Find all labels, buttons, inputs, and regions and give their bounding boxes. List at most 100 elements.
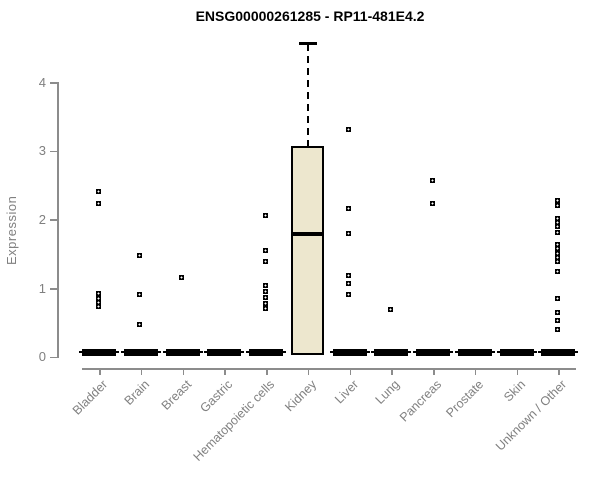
outlier-point (554, 295, 560, 301)
outlier-point (554, 259, 560, 265)
x-axis-tick (266, 368, 268, 375)
outlier-point (346, 126, 351, 132)
whisker-nub (575, 351, 579, 354)
collapsed-boxplot-bar (207, 349, 242, 357)
x-axis-tick (182, 368, 184, 375)
collapsed-boxplot-bar (499, 349, 534, 357)
outlier-point (346, 280, 351, 286)
outlier-point (95, 299, 101, 305)
chart-title: ENSG00000261285 - RP11-481E4.2 (195, 8, 425, 24)
collapsed-boxplot-bar (249, 349, 283, 357)
outlier-point (554, 254, 560, 260)
whisker-nub (413, 351, 416, 354)
y-tick-label: 1 (38, 280, 46, 296)
whisker-nub (204, 351, 208, 354)
outlier-point (179, 274, 184, 280)
outlier-point (262, 306, 268, 312)
outlier-point (346, 273, 351, 279)
collapsed-boxplot-bar (374, 349, 409, 357)
outlier-point (554, 318, 560, 324)
whisker-nub (120, 351, 124, 354)
outlier-point (429, 201, 435, 207)
x-axis-tick (516, 368, 518, 375)
y-tick-label: 4 (38, 74, 46, 90)
outlier-point (554, 250, 560, 256)
y-tick-label: 3 (38, 143, 46, 159)
whisker-nub (533, 351, 537, 354)
y-axis-tick (50, 219, 57, 221)
whisker-nub (538, 351, 542, 354)
whisker-nub (329, 351, 333, 354)
collapsed-boxplot-bar (541, 349, 576, 357)
outlier-point (554, 326, 560, 332)
outlier-point (429, 177, 435, 183)
outlier-point (262, 259, 268, 265)
outlier-point (554, 309, 560, 315)
x-axis-tick (433, 368, 435, 375)
outlier-point (554, 241, 560, 247)
outlier-point (554, 269, 560, 275)
y-tick-label: 0 (38, 349, 46, 365)
boxplot-box (291, 145, 325, 356)
y-tick-label: 2 (38, 211, 46, 227)
x-axis-tick (224, 368, 226, 375)
collapsed-boxplot-bar (165, 349, 200, 357)
outlier-point (554, 215, 560, 221)
outlier-point (387, 306, 393, 312)
whisker-nub (491, 351, 495, 354)
outlier-point (346, 231, 351, 237)
outlier-point (346, 205, 351, 211)
collapsed-boxplot-bar (123, 349, 158, 357)
y-axis-tick (50, 288, 57, 290)
upper-whisker-cap (298, 42, 317, 46)
outlier-point (554, 197, 560, 203)
whisker-nub (246, 351, 249, 354)
outlier-point (554, 229, 560, 235)
y-axis-line (57, 82, 59, 358)
outlier-point (554, 245, 560, 251)
x-axis-line (82, 368, 576, 370)
whisker-nub (496, 351, 500, 354)
outlier-point (262, 300, 268, 306)
outlier-point (95, 291, 101, 297)
outlier-point (95, 189, 101, 195)
outlier-point (554, 224, 560, 230)
collapsed-boxplot-bar (457, 349, 492, 357)
x-axis-tick (349, 368, 351, 375)
outlier-point (262, 247, 268, 253)
x-axis-tick (140, 368, 143, 375)
whisker-nub (162, 351, 166, 354)
outlier-point (95, 201, 101, 207)
upper-whisker (306, 44, 309, 146)
outlier-point (262, 283, 268, 289)
outlier-point (554, 220, 560, 226)
outlier-point (137, 253, 143, 259)
collapsed-boxplot-bar (416, 349, 450, 357)
collapsed-boxplot-bar (82, 349, 116, 357)
y-axis-tick (50, 82, 57, 84)
whisker-nub (450, 351, 453, 354)
outlier-point (262, 295, 268, 301)
whisker-nub (454, 351, 458, 354)
whisker-nub (366, 351, 370, 354)
median-line (291, 232, 325, 237)
whisker-nub (371, 351, 375, 354)
x-axis-tick (307, 368, 310, 375)
x-axis-tick (558, 368, 560, 375)
y-axis-tick (50, 356, 57, 359)
outlier-point (346, 292, 351, 298)
outlier-point (554, 203, 560, 209)
outlier-point (137, 321, 143, 327)
outlier-point (95, 295, 101, 301)
x-axis-tick (474, 368, 477, 375)
outlier-point (95, 304, 101, 310)
whisker-nub (199, 351, 203, 354)
outlier-point (262, 212, 268, 218)
whisker-nub (241, 351, 245, 354)
y-axis-tick (50, 150, 57, 153)
whisker-nub (157, 351, 161, 354)
whisker-nub (408, 351, 412, 354)
whisker-nub (116, 351, 119, 354)
x-axis-tick (391, 368, 393, 375)
